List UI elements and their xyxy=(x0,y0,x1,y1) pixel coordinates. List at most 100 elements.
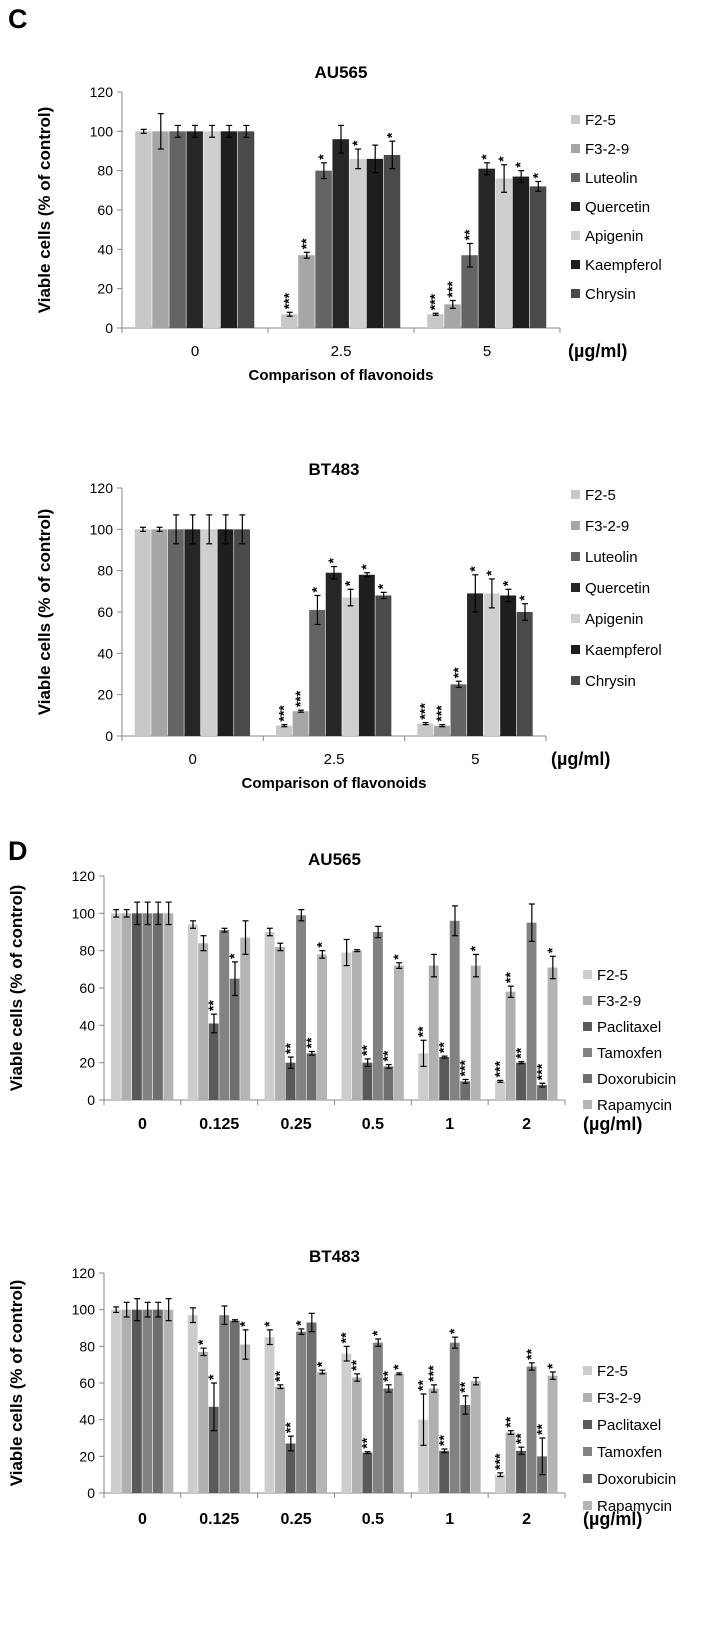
y-tick-label: 40 xyxy=(97,645,113,661)
significance-mark: *** xyxy=(491,1061,507,1078)
significance-mark: * xyxy=(529,172,545,178)
x-unit-label: (µg/ml) xyxy=(583,1114,642,1134)
bar xyxy=(526,922,537,1100)
significance-mark: *** xyxy=(444,281,460,298)
significance-mark: * xyxy=(226,953,242,959)
bar xyxy=(152,913,163,1100)
significance-mark: *** xyxy=(281,292,297,309)
significance-mark: * xyxy=(466,566,482,572)
bar xyxy=(306,1322,317,1493)
x-tick-label: 0.25 xyxy=(281,1116,312,1133)
legend-swatch xyxy=(583,1393,592,1402)
significance-mark: * xyxy=(237,1321,253,1327)
bar xyxy=(169,131,186,328)
legend-swatch xyxy=(571,144,580,153)
bar xyxy=(264,932,275,1100)
y-axis-label: Viable cells (% of control) xyxy=(35,107,54,314)
significance-mark: *** xyxy=(417,703,433,720)
bar xyxy=(483,593,500,736)
y-tick-label: 100 xyxy=(90,521,114,537)
x-tick-label: 0 xyxy=(138,1511,147,1528)
legend-swatch xyxy=(571,676,580,685)
bar xyxy=(135,131,152,328)
bar xyxy=(547,967,558,1100)
x-tick-label: 0 xyxy=(191,343,199,360)
bar xyxy=(351,950,362,1100)
bar xyxy=(362,1452,373,1493)
legend-swatch xyxy=(583,1420,592,1429)
legend-swatch xyxy=(583,1366,592,1375)
bar xyxy=(187,1315,198,1493)
bar xyxy=(110,913,121,1100)
legend-swatch xyxy=(571,173,580,182)
bar xyxy=(281,314,298,328)
bar xyxy=(219,1315,230,1493)
bar xyxy=(285,1443,296,1493)
y-axis-label: Viable cells (% of control) xyxy=(35,509,54,716)
bar xyxy=(427,314,444,328)
significance-mark: *** xyxy=(425,1365,441,1382)
bar xyxy=(203,131,221,328)
legend-label: Quercetin xyxy=(585,199,650,216)
significance-mark: * xyxy=(313,942,329,948)
legend-swatch xyxy=(583,1100,592,1109)
legend-label: Tamoxfen xyxy=(597,1045,662,1062)
legend-label: F2-5 xyxy=(597,1363,628,1380)
legend-swatch xyxy=(583,1501,592,1510)
significance-mark: * xyxy=(194,1339,210,1345)
significance-mark: ** xyxy=(461,229,477,240)
y-tick-label: 20 xyxy=(97,281,113,297)
significance-mark: ** xyxy=(359,1044,375,1055)
bar xyxy=(134,529,151,736)
significance-mark: *** xyxy=(491,1453,507,1470)
x-tick-label: 0.125 xyxy=(199,1511,239,1528)
bar xyxy=(142,913,153,1100)
bar xyxy=(417,723,434,736)
legend-label: Doxorubicin xyxy=(597,1071,676,1088)
bar xyxy=(208,1023,219,1100)
legend-label: Doxorubicin xyxy=(597,1471,676,1488)
significance-mark: * xyxy=(349,140,365,146)
legend-swatch xyxy=(571,490,580,499)
y-tick-label: 40 xyxy=(97,241,113,257)
y-tick-label: 80 xyxy=(97,163,113,179)
x-tick-label: 2.5 xyxy=(331,343,352,360)
significance-mark: * xyxy=(483,570,499,576)
significance-mark: * xyxy=(325,558,341,564)
legend-swatch xyxy=(583,970,592,979)
bar xyxy=(186,131,203,328)
bar xyxy=(163,1309,174,1493)
legend-label: Luteolin xyxy=(585,549,638,566)
bar xyxy=(439,1450,450,1493)
x-axis-label: Comparison of flavonoids xyxy=(248,367,433,384)
bar xyxy=(349,158,367,328)
bar xyxy=(537,1085,547,1100)
significance-mark: * xyxy=(390,954,406,960)
bar xyxy=(306,1053,317,1100)
legend-label: Luteolin xyxy=(585,170,638,187)
bar xyxy=(276,725,293,736)
significance-mark: * xyxy=(544,1363,560,1369)
y-tick-label: 0 xyxy=(105,728,113,744)
legend-label: Chrysin xyxy=(585,673,636,690)
significance-mark: * xyxy=(315,154,331,160)
bar xyxy=(220,131,238,328)
significance-mark: * xyxy=(313,1361,329,1367)
bar xyxy=(208,1406,219,1493)
x-tick-label: 0 xyxy=(188,751,196,768)
x-tick-label: 2 xyxy=(522,1511,531,1528)
significance-mark: * xyxy=(342,580,358,586)
significance-mark: * xyxy=(516,595,532,601)
x-tick-label: 0.25 xyxy=(281,1511,312,1528)
x-tick-label: 2.5 xyxy=(324,751,345,768)
significance-mark: ** xyxy=(512,1433,528,1444)
bar xyxy=(240,1344,251,1493)
y-tick-label: 60 xyxy=(97,604,113,620)
legend-swatch xyxy=(571,260,580,269)
bar xyxy=(332,139,349,328)
bar xyxy=(439,1057,450,1100)
legend-label: Chrysin xyxy=(585,286,636,303)
bar xyxy=(375,595,392,736)
y-axis-label: Viable cells (% of control) xyxy=(7,1280,26,1487)
